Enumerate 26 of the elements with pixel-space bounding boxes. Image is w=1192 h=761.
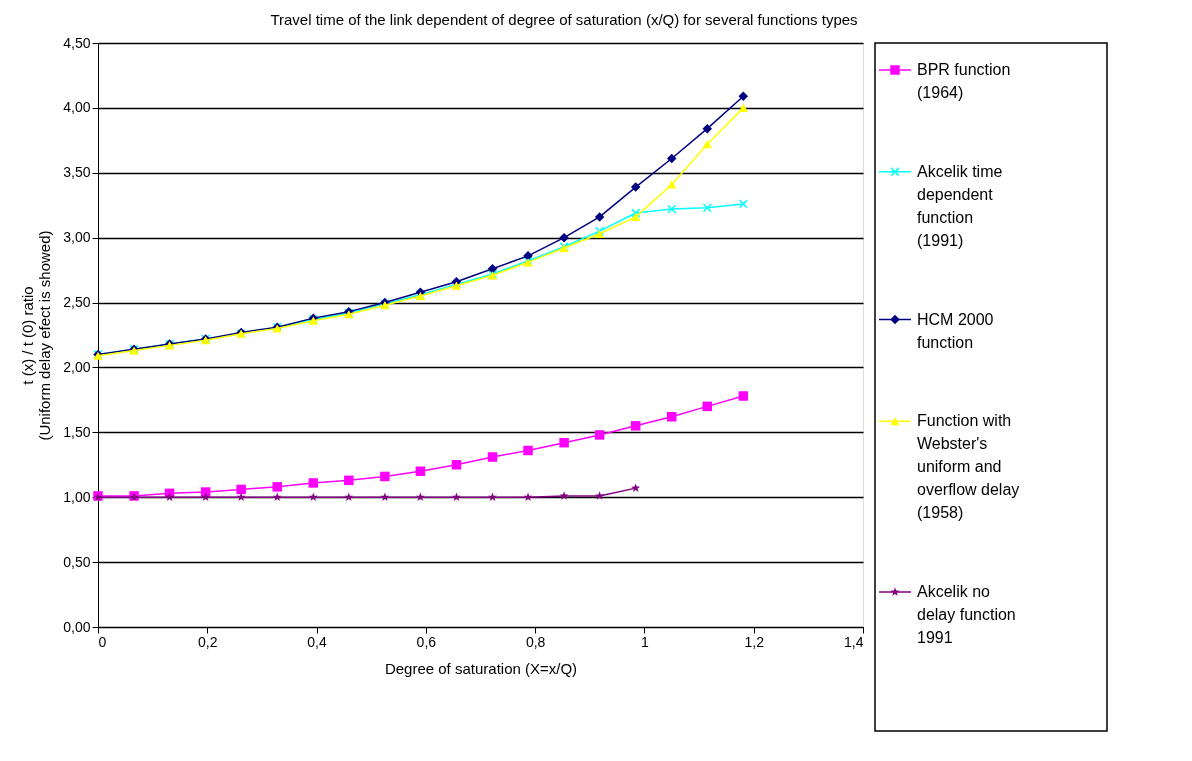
- y-tick-label: 3,00: [63, 229, 91, 246]
- x-tick-label: 1,2: [744, 633, 765, 650]
- y-axis-title: t (x) / t (0) ratio (Uniform delay efect is showed): [19, 230, 54, 441]
- x-tick-label: 0,2: [198, 633, 218, 650]
- y-tick-label: 2,00: [63, 358, 91, 375]
- legend-label: Akcelik time dependent function (1991): [917, 162, 1003, 249]
- x-tick-label: 0,6: [416, 633, 437, 650]
- y-tick-label: 0,00: [63, 618, 91, 635]
- y-tick-label: 1,50: [63, 423, 91, 440]
- chart-title: Travel time of the link dependent of degree of saturation (x/Q) for several functions types: [270, 10, 858, 28]
- x-tick-label: 1: [641, 633, 650, 650]
- legend-label: HCM 2000 function: [917, 310, 994, 351]
- y-tick-label: 1,00: [63, 488, 91, 505]
- x-tick-label: 0,8: [525, 633, 546, 650]
- y-tick-label: 2,50: [63, 294, 91, 311]
- x-tick-label: 0,4: [307, 633, 328, 650]
- legend-label: BPR function (1964): [917, 61, 1011, 101]
- y-tick-label: 4,50: [63, 34, 91, 51]
- y-tick-label: 4,00: [63, 99, 91, 116]
- y-tick-label: 0,50: [63, 553, 91, 570]
- x-tick-label: 1,4: [844, 633, 864, 650]
- x-tick-label: 0: [98, 633, 107, 650]
- legend-label: Akcelik no delay function 1991: [917, 583, 1016, 646]
- x-axis-title: Degree of saturation (X=x/Q): [384, 659, 578, 677]
- legend-label: Function with Webster's uniform and overflow delay (1958): [917, 412, 1020, 522]
- y-tick-label: 3,50: [63, 164, 91, 181]
